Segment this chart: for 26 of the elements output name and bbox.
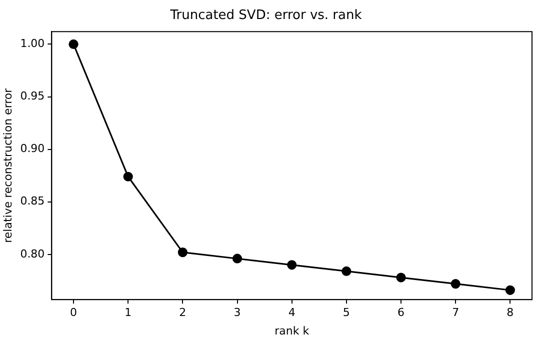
- x-tick-label: 3: [234, 306, 241, 320]
- y-tick-label: 0.85: [20, 194, 45, 208]
- x-tick-label: 2: [179, 306, 186, 320]
- y-tick-label: 0.90: [20, 142, 45, 156]
- x-tick-label: 4: [288, 306, 296, 320]
- x-tick-label: 7: [452, 306, 460, 320]
- x-tick-label: 5: [342, 306, 350, 320]
- point: [68, 39, 78, 50]
- point: [178, 248, 188, 258]
- point: [505, 285, 515, 295]
- y-tick-label: 1.00: [20, 37, 45, 50]
- point: [450, 279, 460, 289]
- point: [123, 172, 133, 182]
- point: [232, 254, 242, 264]
- x-tick-label: 6: [398, 306, 405, 320]
- chart-title: Truncated SVD: error vs. rank: [169, 8, 362, 24]
- point: [342, 266, 352, 276]
- x-tick-label: 8: [506, 306, 514, 320]
- y-tick-label: 0.95: [20, 90, 45, 103]
- x-axis-title: rank k: [274, 324, 310, 338]
- point: [287, 260, 297, 270]
- x-tick-label: 1: [124, 306, 132, 320]
- y-tick-label: 0.80: [20, 247, 45, 260]
- x-tick-label: 0: [70, 306, 78, 320]
- point: [396, 272, 406, 282]
- y-axis-title: relative reconstruction error: [1, 88, 14, 243]
